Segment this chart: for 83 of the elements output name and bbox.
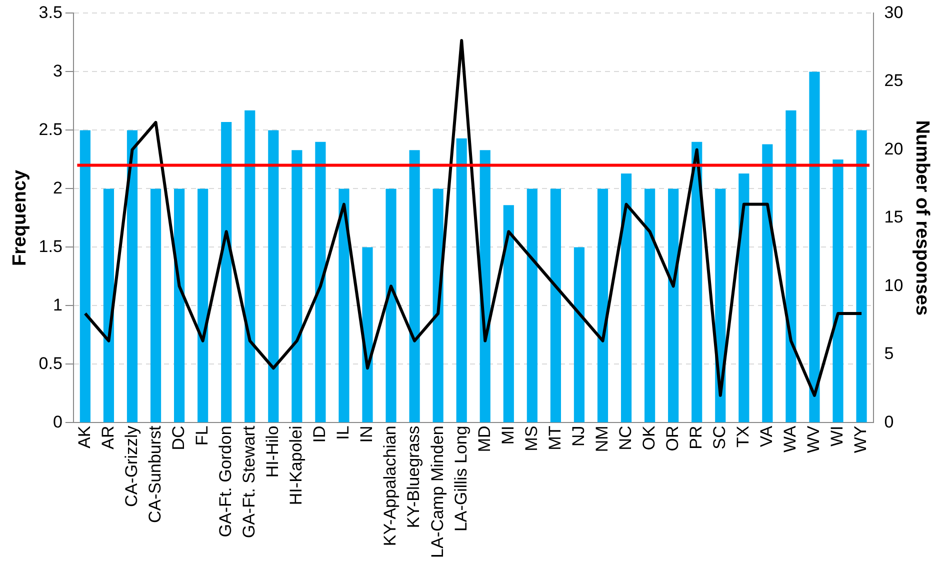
x-tick-label: HI-Hilo — [263, 426, 282, 478]
bar — [386, 188, 396, 422]
x-tick-label: WV — [804, 425, 824, 454]
y-tick-label: 1.5 — [38, 236, 62, 256]
bar — [174, 188, 185, 422]
x-tick-label: OR — [663, 426, 682, 452]
x-tick-label: OK — [639, 425, 658, 450]
bar — [268, 130, 279, 422]
x-tick-label: ID — [310, 426, 330, 443]
bar — [292, 150, 302, 422]
bar — [832, 159, 844, 422]
x-tick-label: VA — [757, 425, 776, 448]
y-axis-title: Frequency — [10, 169, 31, 266]
bar — [198, 188, 208, 422]
y2-tick-label: 25 — [884, 71, 904, 90]
bar — [244, 110, 256, 422]
x-tick-label: NC — [616, 426, 635, 450]
bar — [574, 247, 585, 422]
bar — [503, 205, 514, 422]
y2-tick-label: 5 — [884, 344, 894, 364]
x-tick-label: IL — [334, 426, 353, 440]
bar — [762, 144, 773, 422]
x-tick-label: IN — [357, 426, 376, 443]
y2-tick-label: 30 — [884, 2, 904, 22]
y-tick-label: 0.5 — [38, 354, 62, 373]
x-tick-label: WA — [780, 425, 800, 452]
bar — [456, 138, 467, 422]
x-tick-label: NM — [592, 426, 612, 452]
bar — [809, 72, 820, 422]
x-tick-label: GA-Ft. Gordon — [216, 426, 236, 538]
bar — [221, 122, 232, 422]
y2-tick-label: 15 — [884, 208, 904, 227]
bar — [692, 142, 702, 422]
bar — [80, 130, 90, 422]
bar — [362, 247, 373, 422]
y2-tick-label: 10 — [884, 276, 904, 295]
y-tick-label: 3.5 — [38, 2, 62, 22]
x-tick-label: KY-Bluegrass — [404, 426, 424, 528]
y-tick-label: 2 — [52, 178, 62, 198]
x-tick-label: PR — [686, 426, 706, 450]
x-tick-label: MD — [474, 426, 494, 452]
y2-tick-label: 20 — [884, 139, 904, 158]
y-tick-label: 2.5 — [38, 120, 62, 139]
bar — [338, 188, 350, 422]
x-tick-label: CA-Grizzly — [122, 425, 141, 507]
bar — [668, 188, 679, 422]
bar — [103, 188, 114, 422]
x-tick-label: TX — [734, 426, 753, 448]
bar — [526, 188, 538, 422]
bar — [126, 130, 138, 422]
x-tick-label: WY — [851, 426, 870, 454]
x-tick-label: KY-Appalachian — [380, 426, 400, 546]
x-tick-label: FL — [192, 426, 212, 446]
y2-axis-title: Number of responses — [911, 120, 932, 316]
x-tick-label: WI — [828, 426, 847, 446]
bar — [644, 188, 656, 422]
x-tick-label: HI-Kapolei — [286, 426, 306, 506]
x-tick-label: MI — [498, 426, 518, 445]
bar — [786, 110, 796, 422]
bar — [150, 188, 162, 422]
y-tick-label: 0 — [52, 412, 62, 432]
x-tick-label: MT — [545, 426, 564, 450]
x-tick-label: MS — [522, 426, 541, 452]
bar — [409, 150, 420, 422]
bar — [597, 188, 608, 422]
y-tick-label: 3 — [52, 61, 62, 80]
bar — [738, 174, 750, 422]
x-tick-label: CA-Sunburst — [145, 425, 164, 524]
bar — [315, 142, 326, 422]
x-tick-label: AK — [74, 425, 94, 448]
x-tick-label: AR — [98, 426, 118, 450]
bar — [550, 188, 561, 422]
y-tick-label: 1 — [52, 295, 62, 314]
x-tick-label: NJ — [568, 426, 588, 446]
y2-tick-label: 0 — [884, 412, 894, 432]
bar — [856, 130, 867, 422]
bar — [432, 188, 444, 422]
x-tick-label: LA-Camp Minden — [428, 426, 447, 558]
x-tick-label: GA-Ft. Stewart — [240, 425, 259, 538]
x-tick-label: SC — [710, 426, 730, 450]
x-tick-label: LA-Gillis Long — [451, 426, 470, 532]
bar — [620, 174, 632, 422]
x-tick-label: DC — [168, 426, 188, 450]
